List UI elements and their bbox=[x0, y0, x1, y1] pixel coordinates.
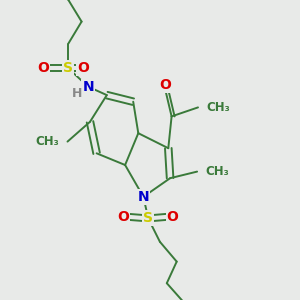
Text: S: S bbox=[63, 61, 74, 75]
Text: O: O bbox=[159, 78, 171, 92]
Text: CH₃: CH₃ bbox=[206, 101, 230, 114]
Text: CH₃: CH₃ bbox=[206, 165, 229, 178]
Text: O: O bbox=[77, 61, 89, 75]
Text: H: H bbox=[72, 87, 82, 100]
Text: N: N bbox=[82, 80, 94, 94]
Text: O: O bbox=[37, 61, 49, 75]
Text: O: O bbox=[117, 210, 129, 224]
Text: O: O bbox=[167, 210, 178, 224]
Text: N: N bbox=[138, 190, 149, 204]
Text: S: S bbox=[143, 212, 153, 225]
Text: CH₃: CH₃ bbox=[35, 135, 59, 148]
